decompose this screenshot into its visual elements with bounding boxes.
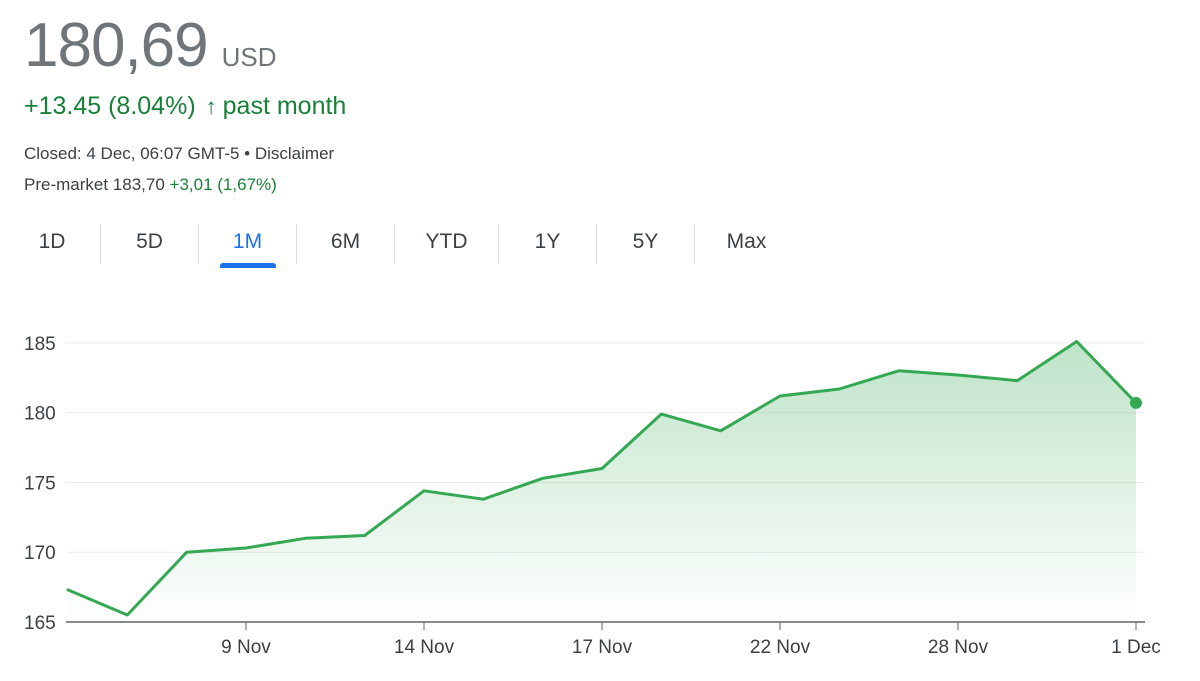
current-price: 180,69 — [24, 11, 209, 80]
price-line — [66, 340, 1138, 617]
arrow-up-icon: ↑ — [205, 93, 217, 119]
currency-label: USD — [221, 42, 277, 72]
data-point — [955, 372, 961, 378]
data-point — [124, 612, 130, 618]
tab-divider — [498, 224, 499, 264]
disclaimer-link[interactable]: Disclaimer — [254, 144, 335, 163]
tab-1d[interactable]: 1D — [38, 230, 66, 253]
price-area — [68, 341, 1136, 622]
x-tick-label: 28 Nov — [928, 637, 989, 658]
price-change: +13.45 (8.04%) ↑ past month — [24, 92, 346, 121]
y-tick-label: 170 — [24, 543, 56, 564]
data-point — [302, 535, 308, 541]
x-tick-label: 1 Dec — [1111, 637, 1161, 658]
data-point — [718, 428, 724, 434]
data-point — [362, 532, 368, 538]
x-tick-label: 17 Nov — [572, 637, 633, 658]
last-price-marker — [1130, 396, 1142, 409]
change-value: +13.45 (8.04%) — [24, 92, 196, 120]
data-point — [658, 411, 664, 417]
data-point — [184, 549, 190, 555]
data-point — [599, 466, 605, 472]
data-point — [540, 475, 546, 481]
active-tab-indicator — [219, 263, 276, 268]
data-point — [243, 545, 249, 551]
premarket-price: Pre-market 183,70 — [24, 175, 165, 194]
price-header: 180,69 USD — [24, 10, 277, 82]
data-point — [1074, 339, 1080, 345]
y-tick-label: 175 — [24, 473, 56, 494]
y-tick-label: 165 — [24, 613, 56, 634]
tab-divider — [100, 224, 101, 264]
tab-max[interactable]: Max — [726, 230, 767, 253]
premarket-info: Pre-market 183,70 +3,01 (1,67%) — [24, 175, 277, 195]
price-chart[interactable]: 165 170 175 180 185 9 Nov 14 Nov 17 Nov 22 Nov 28… — [0, 300, 1200, 681]
closed-text: Closed: 4 Dec, 06:07 GMT-5 • — [24, 144, 251, 163]
tab-divider — [694, 224, 695, 264]
tab-6m[interactable]: 6M — [330, 230, 361, 253]
y-tick-label: 185 — [24, 334, 56, 355]
range-tabs: 1D 5D 1M 6M YTD 1Y 5Y Max — [4, 222, 798, 270]
change-period: past month — [222, 92, 347, 120]
tab-divider — [394, 224, 395, 264]
tab-5y[interactable]: 5Y — [632, 230, 659, 253]
tab-divider — [198, 224, 199, 264]
y-tick-label: 180 — [24, 404, 56, 425]
x-tick-label: 9 Nov — [221, 637, 271, 658]
tab-1m[interactable]: 1M — [199, 222, 296, 268]
x-tick-label: 22 Nov — [750, 637, 811, 658]
data-point — [836, 386, 842, 392]
data-point — [480, 496, 486, 502]
x-tick-label: 14 Nov — [394, 637, 455, 658]
data-point — [777, 393, 783, 399]
tab-divider — [596, 224, 597, 264]
tab-1y[interactable]: 1Y — [534, 230, 561, 253]
tab-5d[interactable]: 5D — [136, 230, 163, 253]
tab-divider — [296, 224, 297, 264]
premarket-change: +3,01 (1,67%) — [169, 175, 277, 194]
data-point — [1014, 378, 1020, 384]
data-point — [421, 488, 427, 494]
data-point — [65, 587, 71, 593]
tab-ytd[interactable]: YTD — [425, 230, 468, 253]
market-status: Closed: 4 Dec, 06:07 GMT-5 • Disclaimer — [24, 144, 334, 164]
data-point — [896, 368, 902, 374]
